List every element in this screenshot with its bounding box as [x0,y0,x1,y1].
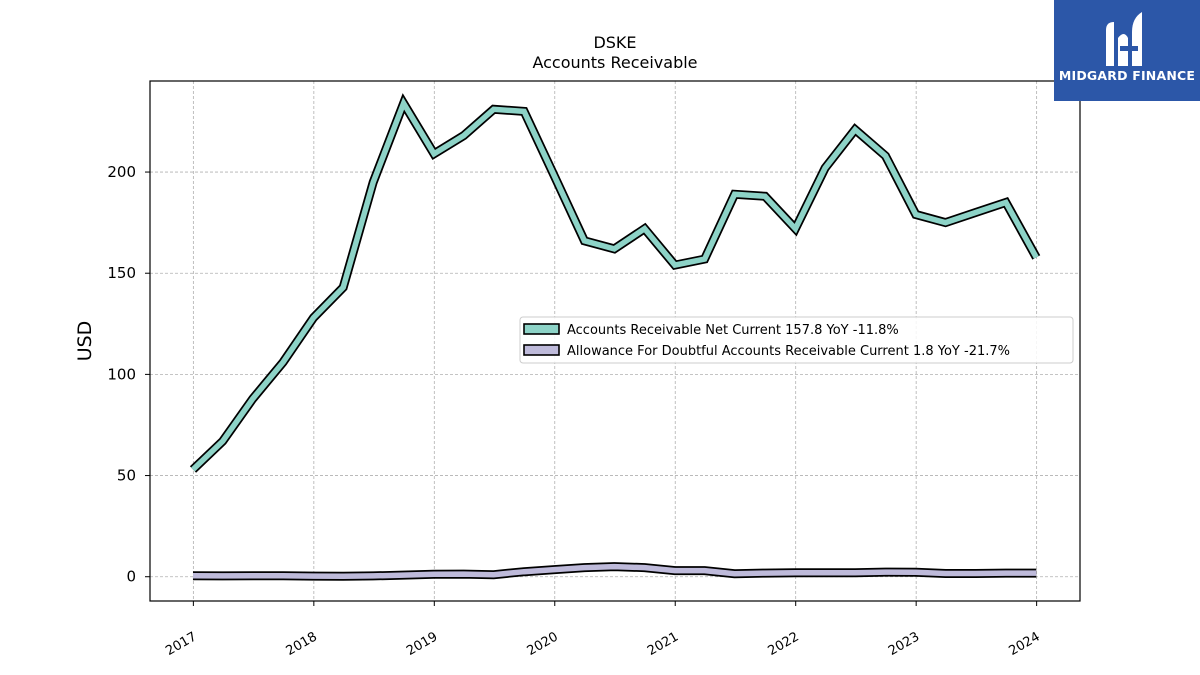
series-layer [189,93,1041,581]
legend-swatch-0 [523,323,560,335]
x-tick-label: 2020 [525,629,561,659]
chart-subtitle: Accounts Receivable [532,53,697,72]
x-tick-label: 2018 [284,629,320,659]
series-0-outline [189,93,1041,473]
midgard-m-logo-icon [1106,12,1142,66]
brand-name: MIDGARD FINANCE [1058,68,1196,83]
series-1-line [192,563,1037,580]
brand-logo: MIDGARD FINANCE [1054,0,1200,101]
legend-box [519,316,1074,364]
series-0-line [191,97,1039,472]
y-axis: 0 50 100 150 200 [107,163,150,586]
y-tick-label: 0 [126,568,136,586]
plot-frame [149,80,1081,602]
legend-label-0: Accounts Receivable Net Current 157.8 Yo… [567,323,899,338]
chart-title: DSKE [593,33,636,52]
x-axis: 2017 2018 2019 2020 2021 2022 2023 2024 [163,601,1043,659]
x-tick-label: 2024 [1006,629,1042,659]
y-tick-label: 200 [107,163,136,181]
legend-label-1: Allowance For Doubtful Accounts Receivab… [567,344,1010,359]
x-tick-label: 2021 [645,629,681,659]
x-tick-label: 2023 [886,629,922,659]
legend: Accounts Receivable Net Current 157.8 Yo… [519,316,1074,364]
x-tick-label: 2017 [163,629,199,659]
x-tick-label: 2022 [766,629,802,659]
legend-swatch-1 [523,344,560,356]
y-tick-label: 150 [107,264,136,282]
y-axis-label: USD [74,321,96,362]
y-tick-label: 100 [107,365,136,383]
y-tick-label: 50 [117,467,136,485]
x-tick-label: 2019 [404,629,440,659]
